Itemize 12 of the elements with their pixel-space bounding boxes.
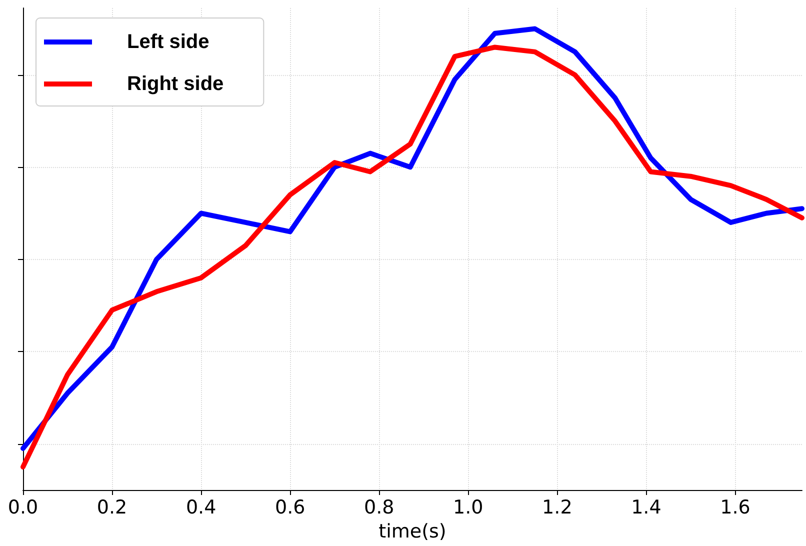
legend-label: Right side (127, 73, 224, 95)
x-tick-label: 1.0 (453, 496, 484, 518)
x-tick-label: 1.4 (631, 496, 662, 518)
x-tick-label: 0.2 (96, 496, 128, 518)
x-tick-label: 1.6 (720, 496, 750, 518)
x-axis-title: time(s) (378, 520, 446, 542)
x-tick-label: 0.8 (364, 496, 394, 518)
legend-label: Left side (127, 31, 210, 53)
x-tick-label: 0.6 (274, 496, 306, 518)
x-tick-label: 0.0 (8, 496, 38, 518)
x-tick-label: 0.4 (186, 496, 216, 518)
x-tick-label: 1.2 (542, 496, 572, 518)
